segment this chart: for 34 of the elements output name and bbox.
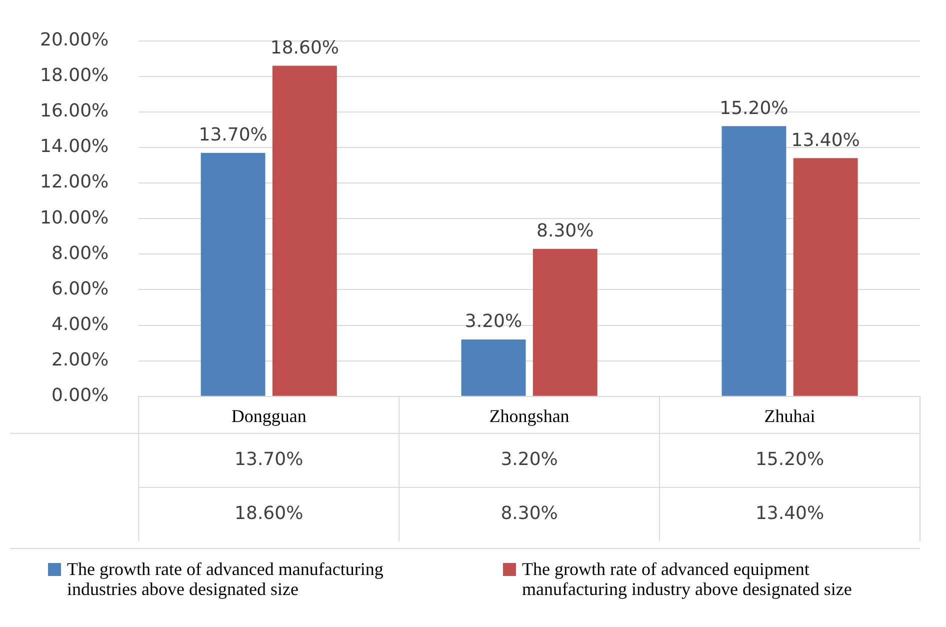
data-label: 15.20% (755, 449, 824, 470)
y-tick-label: 14.00% (40, 136, 109, 158)
y-tick-label: 16.00% (40, 100, 109, 122)
data-label: 18.60% (234, 503, 304, 524)
y-tick-label: 20.00% (40, 29, 109, 50)
legend-label: The growth rate of advanced manufacturing industries above designated size (67, 559, 384, 599)
y-tick-label: 0.00% (51, 385, 109, 406)
data-label: 13.40% (755, 503, 824, 524)
y-tick-label: 2.00% (51, 350, 109, 371)
y-tick-label: 12.00% (40, 172, 109, 193)
x-tick-label: Dongguan (231, 406, 306, 426)
y-tick-label: 18.00% (40, 65, 109, 86)
y-tick-label: 6.00% (51, 278, 109, 300)
y-tick-label: 10.00% (40, 207, 109, 228)
y-tick-label: 4.00% (51, 314, 109, 335)
bar (722, 126, 786, 396)
bar (461, 340, 526, 396)
legend-label: The growth rate of advanced equipment manufacturing industry above designated size (522, 559, 853, 599)
data-label: 13.70% (234, 449, 304, 470)
data-label: 8.30% (500, 503, 558, 524)
text: 3.20% (464, 311, 522, 332)
bar (532, 248, 598, 396)
text: 15.20% (720, 98, 788, 119)
bar (200, 152, 266, 396)
y-tick-label: 8.00% (51, 242, 109, 264)
text: 18.60% (270, 37, 339, 58)
bar (793, 158, 858, 396)
text: 13.70% (198, 124, 268, 146)
bar (272, 66, 337, 396)
text: 8.30% (536, 220, 594, 242)
data-label: 3.20% (500, 449, 558, 470)
x-tick-label: Zhongshan (489, 406, 570, 426)
x-tick-label: Zhuhai (764, 406, 816, 426)
text: 13.40% (791, 130, 860, 151)
